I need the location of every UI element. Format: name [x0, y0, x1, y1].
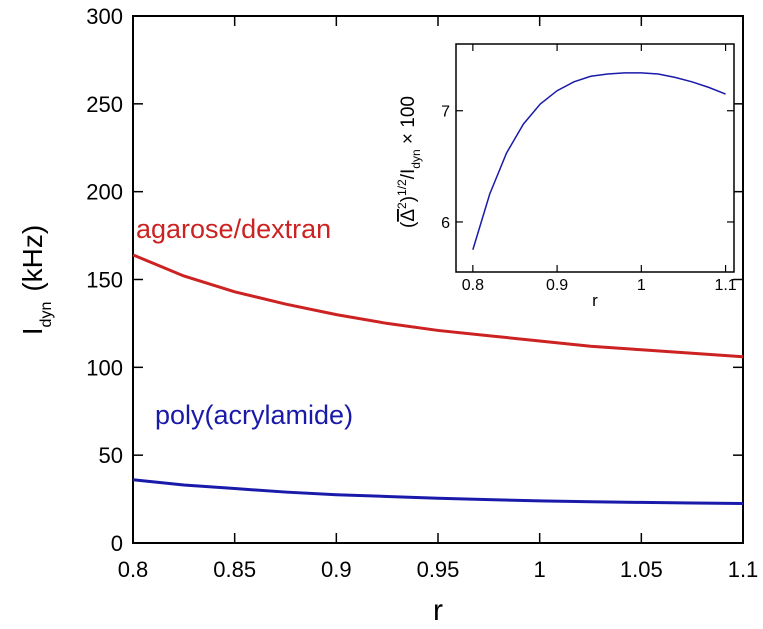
y-tick-label: 50: [99, 443, 123, 468]
inset-ylabel-slash: /I: [398, 169, 419, 180]
main-series-labels: agarose/dextran poly(acrylamide): [136, 214, 353, 430]
inset-ylabel-close: ): [398, 196, 419, 202]
series-line-polyacrylamide: [132, 478, 744, 505]
x-tick-label: 0.9: [321, 557, 352, 582]
inset-x-tick-label: 0.9: [546, 277, 568, 294]
y-tick-label: 0: [111, 531, 123, 556]
inset-ticks: 0.8 0.9 1 1.1 6 7: [441, 44, 737, 294]
inset-x-tick-label: 0.8: [462, 277, 484, 294]
inset-y-axis-label: (Δ2)1/2/Idyn × 100: [395, 96, 423, 228]
y-tick-label: 250: [86, 92, 123, 117]
inset-ylabel-sub: dyn: [409, 149, 423, 168]
inset-x-tick-label: 1.1: [714, 277, 736, 294]
y-tick-label: 100: [86, 355, 123, 380]
y-axis-label: Idyn (kHz): [17, 225, 55, 335]
series-line-agarose-dextran: [132, 253, 744, 359]
inset-ylabel-delta: Δ: [398, 209, 419, 222]
inset-ylabel-tail: × 100: [398, 96, 419, 149]
inset-y-tick-label: 6: [441, 215, 450, 232]
y-axis-label-unit: (kHz): [17, 225, 48, 292]
x-tick-label: 0.8: [118, 557, 149, 582]
x-tick-label: 0.85: [213, 557, 256, 582]
inset-plot-frame: [455, 43, 735, 273]
inset-series: [472, 72, 726, 250]
x-tick-label: 1.05: [620, 557, 663, 582]
main-plot: 0.8 0.85 0.9 0.95 1 1.05 1.1 0 50 100 150 200 250 300…: [17, 4, 758, 627]
x-axis-label: r: [433, 594, 443, 627]
svg-text:Idyn(kHz): Idyn (kHz): [17, 225, 55, 335]
y-tick-label: 200: [86, 180, 123, 205]
inset-x-axis-label: r: [592, 291, 598, 310]
inset-series-line: [472, 72, 726, 250]
inset-y-tick-label: 7: [441, 104, 450, 121]
x-tick-label: 0.95: [417, 557, 460, 582]
svg-text:(Δ2)1/2/Idyn × 100: (Δ2)1/2/Idyn × 100: [395, 96, 423, 228]
y-tick-label: 300: [86, 4, 123, 29]
y-axis-label-main: I: [17, 327, 48, 335]
main-ticks: 0.8 0.85 0.9 0.95 1 1.05 1.1 0 50 100 150 200 250 300: [86, 4, 758, 582]
inset-ylabel-sup2: 2: [395, 202, 409, 209]
inset-x-tick-label: 1: [637, 277, 646, 294]
inset-ylabel-power: 1/2: [395, 179, 409, 196]
inset-ylabel-open: (: [398, 221, 419, 228]
x-tick-label: 1.1: [728, 557, 759, 582]
series-label-polyacrylamide: poly(acrylamide): [155, 400, 353, 430]
y-axis-label-subscript: dyn: [38, 302, 55, 328]
main-series: [132, 253, 744, 505]
x-tick-label: 1: [534, 557, 546, 582]
series-label-agarose-dextran: agarose/dextran: [136, 214, 331, 244]
y-tick-label: 150: [86, 268, 123, 293]
inset-plot: 0.8 0.9 1 1.1 6 7 r (Δ2)1/2/Idyn × 100: [395, 43, 737, 310]
